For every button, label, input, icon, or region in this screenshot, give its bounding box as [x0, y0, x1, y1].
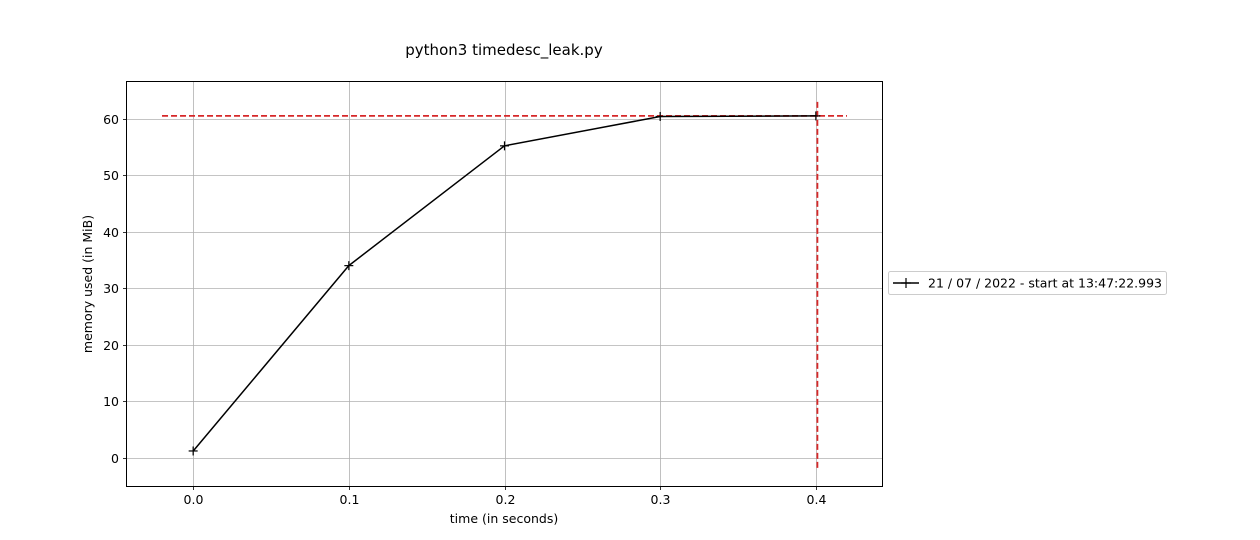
chart-title: python3 timedesc_leak.py — [405, 41, 603, 60]
y-tick-label: 20 — [103, 338, 119, 353]
y-tick-label: 50 — [103, 168, 119, 183]
data-point-marker — [811, 111, 821, 121]
data-point-marker — [655, 111, 665, 121]
legend-entry-label: 21 / 07 / 2022 - start at 13:47:22.993 — [928, 276, 1162, 291]
series-line — [192, 115, 816, 452]
data-point-marker — [344, 261, 354, 271]
legend-box — [888, 271, 1167, 295]
y-tick-label: 40 — [103, 225, 119, 240]
x-tick-label: 0.1 — [340, 492, 360, 507]
plot-area-frame — [126, 81, 883, 487]
y-tick-label: 60 — [103, 112, 119, 127]
x-tick-label: 0.0 — [184, 492, 204, 507]
y-axis-ticks: 0 10 20 30 40 50 60 — [103, 112, 127, 466]
y-tick-label: 10 — [103, 394, 119, 409]
x-tick-label: 0.3 — [651, 492, 671, 507]
series-group — [188, 111, 821, 456]
y-axis-label: memory used (in MiB) — [80, 215, 95, 353]
x-axis-ticks: 0.0 0.1 0.2 0.3 0.4 — [184, 486, 827, 507]
data-point-marker — [188, 446, 198, 456]
x-tick-label: 0.4 — [807, 492, 827, 507]
y-tick-label: 30 — [103, 281, 119, 296]
y-tick-label: 0 — [111, 451, 119, 466]
data-point-marker — [500, 141, 509, 151]
legend: 21 / 07 / 2022 - start at 13:47:22.993 — [888, 271, 1167, 295]
x-tick-label: 0.2 — [496, 492, 516, 507]
x-axis-label: time (in seconds) — [450, 511, 558, 526]
reference-lines — [162, 98, 847, 468]
